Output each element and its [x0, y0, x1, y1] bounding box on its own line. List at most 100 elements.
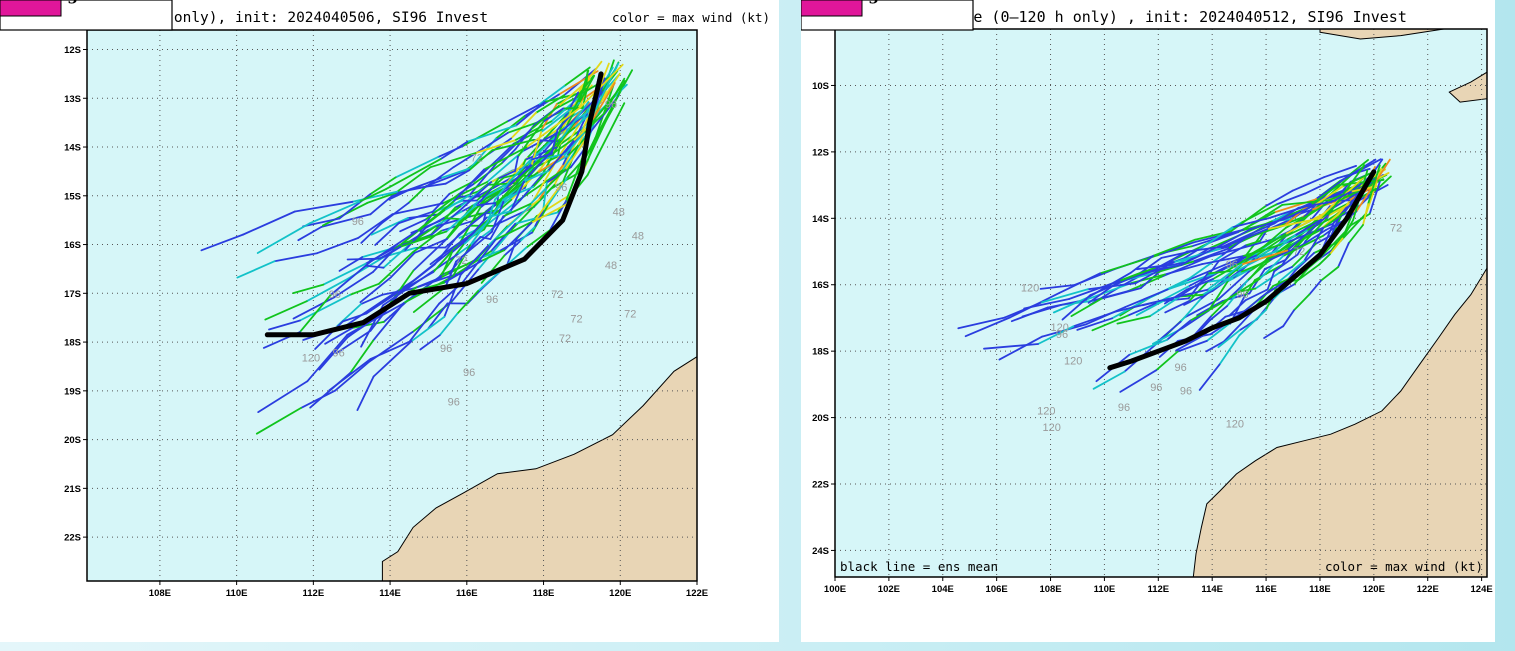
ensemble-track-segment	[1003, 301, 1042, 319]
australia-land	[381, 355, 698, 582]
colorbar-label: 30	[801, 0, 808, 3]
ensemble-track-segment	[255, 406, 303, 435]
ensemble-track-segment	[1254, 272, 1280, 290]
ensemble-track-segment	[1285, 213, 1311, 229]
forecast-hour-label: 120	[1051, 322, 1069, 334]
ensemble-track-segment	[1179, 298, 1202, 323]
ensemble-track-segment	[348, 282, 380, 296]
ensemble-track-segment	[494, 219, 536, 241]
ensemble-track-segment	[1087, 279, 1121, 304]
ensemble-track-segment	[1183, 298, 1220, 319]
ensemble-track-segment	[537, 85, 566, 106]
ensemble-track-segment	[579, 63, 624, 109]
ensemble-track-segment	[1217, 270, 1251, 301]
ensemble-track-segment	[1100, 287, 1142, 300]
ensemble-track-segment	[1189, 301, 1225, 322]
colorbar-label: 70	[0, 0, 7, 3]
ensemble-track-segment	[410, 182, 447, 190]
x-tick-label: 118E	[533, 588, 555, 599]
ensemble-track-segment	[1135, 264, 1162, 271]
ensemble-track-segment	[1070, 297, 1103, 318]
ensemble-track-segment	[525, 229, 551, 249]
ensemble-track-segment	[486, 149, 524, 183]
x-tick-label: 122E	[686, 588, 708, 599]
ensemble-track-segment	[391, 177, 442, 197]
ensemble-track-segment	[441, 181, 489, 205]
ensemble-track-segment	[1076, 317, 1114, 331]
ensemble-track-segment	[1244, 239, 1262, 247]
ensemble-track-segment	[446, 210, 473, 240]
ensemble-track-segment	[318, 336, 349, 371]
ensemble-track-segment	[1263, 325, 1285, 339]
ensemble-track-segment	[1304, 177, 1339, 195]
ensemble-track-segment	[1308, 279, 1322, 296]
ensemble-track-segment	[493, 142, 515, 164]
ensemble-track-segment	[1209, 231, 1239, 244]
ensemble-track-segment	[1222, 278, 1261, 303]
ensemble-track-segment	[256, 222, 311, 254]
ensemble-track-segment	[461, 120, 509, 148]
x-tick-label: 102E	[878, 584, 900, 595]
forecast-hour-label: 120	[1226, 419, 1244, 431]
ensemble-track-segment	[1278, 259, 1306, 283]
ensemble-track-segment	[1198, 363, 1221, 391]
ensemble-track-segment	[402, 235, 432, 244]
ensemble-track-segment	[1068, 281, 1116, 300]
ensemble-track-segment	[306, 333, 349, 383]
ensemble-track-segment	[298, 294, 332, 334]
ensemble-track-segment	[491, 138, 535, 152]
x-tick-label: 116E	[456, 588, 478, 599]
colorbar-label: 50	[0, 0, 7, 3]
ensemble-track-segment	[389, 251, 416, 279]
ensemble-track-segment	[1336, 189, 1361, 203]
chart-title: GEFS Ensemble (0–120 h only) , init: 202…	[865, 8, 1407, 26]
ensemble-track-segment	[556, 126, 576, 143]
forecast-hour-label: 72	[570, 314, 582, 326]
colorbar-label: 0	[0, 0, 4, 3]
ensemble-track-segment	[1183, 290, 1214, 306]
ensemble-track-segment	[1206, 263, 1243, 291]
ensemble-track-segment	[480, 249, 506, 262]
colorbar-label: 80	[801, 0, 808, 3]
ensemble-track-segment	[1304, 218, 1328, 242]
ensemble-track-segment	[519, 226, 536, 243]
ensemble-track-segment	[528, 139, 561, 170]
ensemble-track-segment	[356, 375, 375, 412]
colorbar-label: 100	[0, 0, 11, 3]
color-note: color = max wind (kt)	[1325, 559, 1483, 574]
ensemble-track-segment	[394, 156, 439, 179]
ensemble-track-segment	[429, 152, 477, 169]
ensemble-track-segment	[1218, 334, 1241, 366]
ensemble-track-segment	[316, 237, 360, 255]
ensemble-track-segment	[264, 300, 308, 321]
ensemble-track-segment	[1192, 247, 1230, 263]
y-tick-label: 20S	[64, 435, 81, 446]
ensemble-track-segment	[1248, 222, 1276, 236]
colorbar-label: 20	[0, 0, 7, 3]
map-frame	[86, 29, 698, 582]
ensemble-track-segment	[1179, 293, 1204, 298]
ensemble-track-segment	[534, 181, 564, 222]
ensemble-track-segment	[334, 360, 371, 392]
ensemble-track-segment	[455, 250, 492, 276]
y-tick-label: 17S	[64, 289, 81, 300]
ensemble-track-segment	[412, 286, 447, 314]
forecast-hour-label: 120	[1021, 282, 1039, 294]
ensemble-track-segment	[585, 70, 589, 85]
colorbar-label: 40	[801, 0, 808, 3]
ensemble-track-segment	[556, 114, 572, 131]
ensemble-track-segment	[1124, 288, 1169, 308]
forecast-hour-label: 96	[605, 99, 617, 111]
ensemble-mean-track	[264, 71, 604, 338]
ensemble-track-segment	[268, 319, 301, 331]
colorbar-label: 100	[801, 0, 812, 3]
ensemble-track-segment	[1240, 249, 1289, 266]
ensemble-track-segment	[443, 194, 471, 212]
ensemble-track-segment	[466, 124, 517, 143]
ensemble-track-segment	[1118, 266, 1156, 282]
ensemble-track-segment	[305, 277, 350, 303]
ensemble-track-segment	[400, 271, 435, 292]
forecast-hour-label: 72	[1293, 246, 1305, 258]
ensemble-track-segment	[503, 240, 521, 257]
ensemble-track-segment	[1058, 272, 1102, 294]
